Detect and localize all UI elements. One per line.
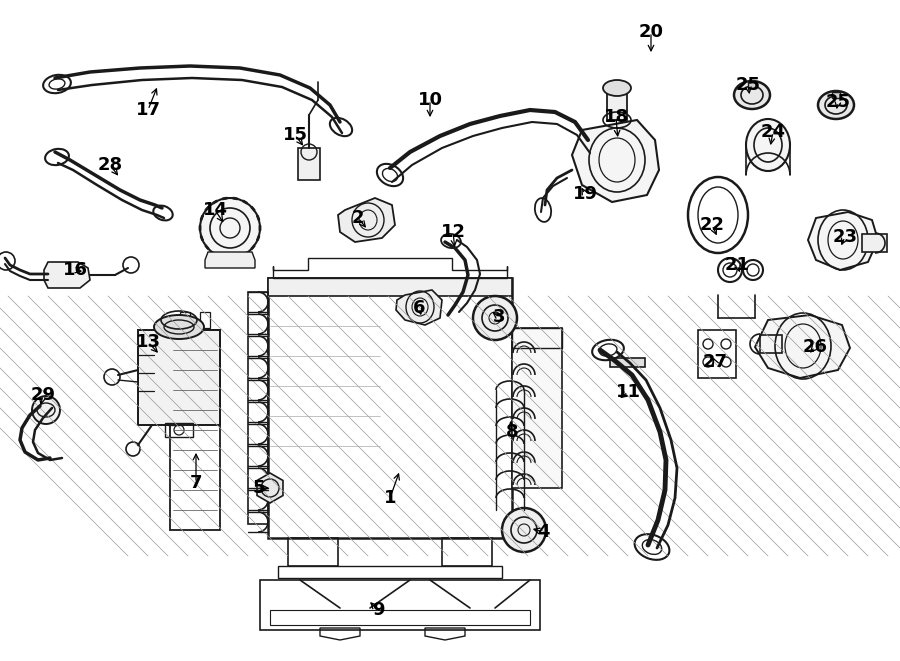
Bar: [168, 400, 180, 425]
Text: 14: 14: [202, 201, 228, 219]
Text: 22: 22: [699, 216, 725, 234]
Bar: [248, 292, 268, 524]
Bar: [260, 580, 540, 630]
Text: 27: 27: [703, 353, 727, 371]
Text: 28: 28: [97, 156, 122, 174]
Text: 1: 1: [383, 489, 396, 507]
Ellipse shape: [734, 81, 770, 109]
Text: 24: 24: [760, 123, 786, 141]
Bar: [298, 148, 320, 180]
Text: 10: 10: [418, 91, 443, 109]
Bar: [698, 330, 736, 378]
Bar: [268, 278, 512, 538]
Text: 7: 7: [190, 474, 203, 492]
Bar: [288, 538, 338, 566]
Bar: [268, 278, 512, 296]
Bar: [270, 610, 530, 625]
Bar: [138, 330, 220, 425]
Polygon shape: [808, 212, 878, 270]
Bar: [748, 82, 756, 88]
Text: 12: 12: [440, 223, 465, 241]
Ellipse shape: [746, 119, 790, 171]
Text: 23: 23: [832, 228, 858, 246]
Text: 25: 25: [825, 93, 850, 111]
Bar: [832, 92, 840, 98]
Text: 2: 2: [352, 209, 365, 227]
Bar: [610, 358, 645, 367]
Ellipse shape: [603, 80, 631, 96]
Text: 15: 15: [283, 126, 308, 144]
Text: 29: 29: [31, 386, 56, 404]
Polygon shape: [44, 262, 90, 288]
Text: 17: 17: [136, 101, 160, 119]
Bar: [442, 538, 492, 566]
Bar: [512, 328, 562, 348]
Polygon shape: [338, 198, 395, 242]
Text: 9: 9: [372, 601, 384, 619]
Text: 16: 16: [62, 261, 87, 279]
Text: 21: 21: [724, 256, 750, 274]
Bar: [607, 88, 627, 120]
Ellipse shape: [473, 296, 517, 340]
Text: 6: 6: [413, 299, 425, 317]
Ellipse shape: [154, 315, 204, 339]
Polygon shape: [572, 120, 659, 202]
Circle shape: [200, 198, 260, 258]
Polygon shape: [396, 290, 442, 325]
Text: 19: 19: [572, 185, 598, 203]
Bar: [165, 423, 193, 437]
Bar: [862, 234, 887, 252]
Ellipse shape: [818, 91, 854, 119]
Bar: [278, 566, 502, 578]
Polygon shape: [755, 315, 850, 378]
Bar: [170, 330, 220, 530]
Text: 13: 13: [136, 333, 160, 351]
Text: 5: 5: [253, 479, 266, 497]
Polygon shape: [257, 473, 283, 503]
Text: 3: 3: [493, 308, 505, 326]
Ellipse shape: [502, 508, 546, 552]
Text: 18: 18: [603, 108, 628, 126]
Bar: [512, 328, 562, 488]
Bar: [760, 335, 782, 353]
Text: 4: 4: [536, 523, 549, 541]
Text: 11: 11: [616, 383, 641, 401]
Text: 25: 25: [735, 76, 760, 94]
Text: 8: 8: [506, 423, 518, 441]
Text: 26: 26: [803, 338, 827, 356]
Text: 20: 20: [638, 23, 663, 41]
Polygon shape: [205, 252, 255, 268]
Circle shape: [32, 396, 60, 424]
